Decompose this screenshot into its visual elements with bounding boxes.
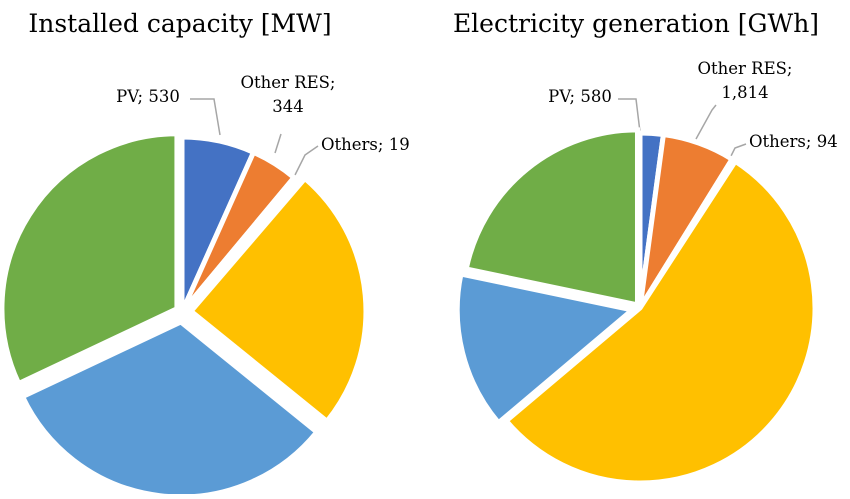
slice-fossil xyxy=(0,131,180,387)
chart-title-electricity-generation: Electricity generation [GWh] xyxy=(453,9,819,38)
data-label-pv: PV; 580 xyxy=(548,87,612,106)
data-label-other-res: Other RES; 1,814 xyxy=(697,59,792,102)
data-label-other-res: Other RES; 344 xyxy=(240,73,335,116)
slice-others xyxy=(180,174,300,314)
leader-line-pv xyxy=(190,98,221,136)
slice-nuclear xyxy=(502,157,818,486)
slice-fossil xyxy=(463,127,640,308)
leader-line-others xyxy=(294,145,319,176)
data-label-pv: PV; 530 xyxy=(116,87,180,106)
slice-hydro xyxy=(454,271,638,427)
data-label-others: Others; 19 xyxy=(321,135,410,154)
chart-title-installed-capacity: Installed capacity [MW] xyxy=(28,9,331,38)
slice-nuclear xyxy=(187,174,369,425)
leader-line-other-res xyxy=(274,133,282,154)
leader-line-other-res xyxy=(695,104,717,140)
leader-line-pv xyxy=(618,98,641,133)
data-label-others: Others; 94 xyxy=(749,132,838,151)
